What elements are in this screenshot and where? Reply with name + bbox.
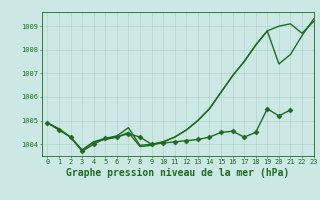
- X-axis label: Graphe pression niveau de la mer (hPa): Graphe pression niveau de la mer (hPa): [66, 168, 289, 178]
